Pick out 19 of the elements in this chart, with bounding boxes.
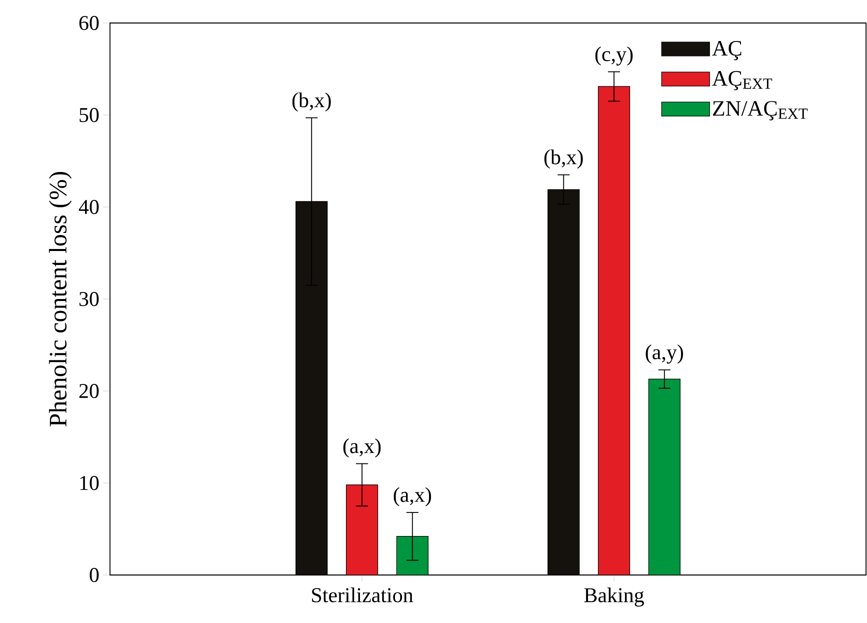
x-tick-label: Sterilization: [312, 588, 414, 602]
legend-label: AÇ$_{EXT}$: [712, 71, 772, 90]
x-tick-label: Baking: [584, 588, 644, 607]
y-tick-label: 40: [78, 200, 99, 214]
legend-label: AÇ: [712, 40, 742, 60]
annotation: (b,x): [292, 92, 331, 112]
annotation: (c,y): [595, 46, 633, 66]
y-axis-title: Phenolic content loss (%): [48, 172, 72, 426]
y-tick-label: 50: [80, 108, 99, 122]
y-tick-label: 0: [90, 568, 99, 582]
annotation: (a,x): [394, 487, 432, 506]
y-tick-label: 30: [79, 292, 99, 306]
legend-label: ZN/AÇ$_{EXT}$: [712, 101, 808, 120]
y-tick-label: 20: [79, 384, 99, 398]
y-tick-label: 10: [80, 476, 99, 490]
annotation: (a,y): [646, 344, 684, 364]
annotation: (b,x): [544, 150, 583, 169]
annotation: (a,x): [343, 438, 381, 458]
y-tick-label: 60: [79, 16, 99, 30]
